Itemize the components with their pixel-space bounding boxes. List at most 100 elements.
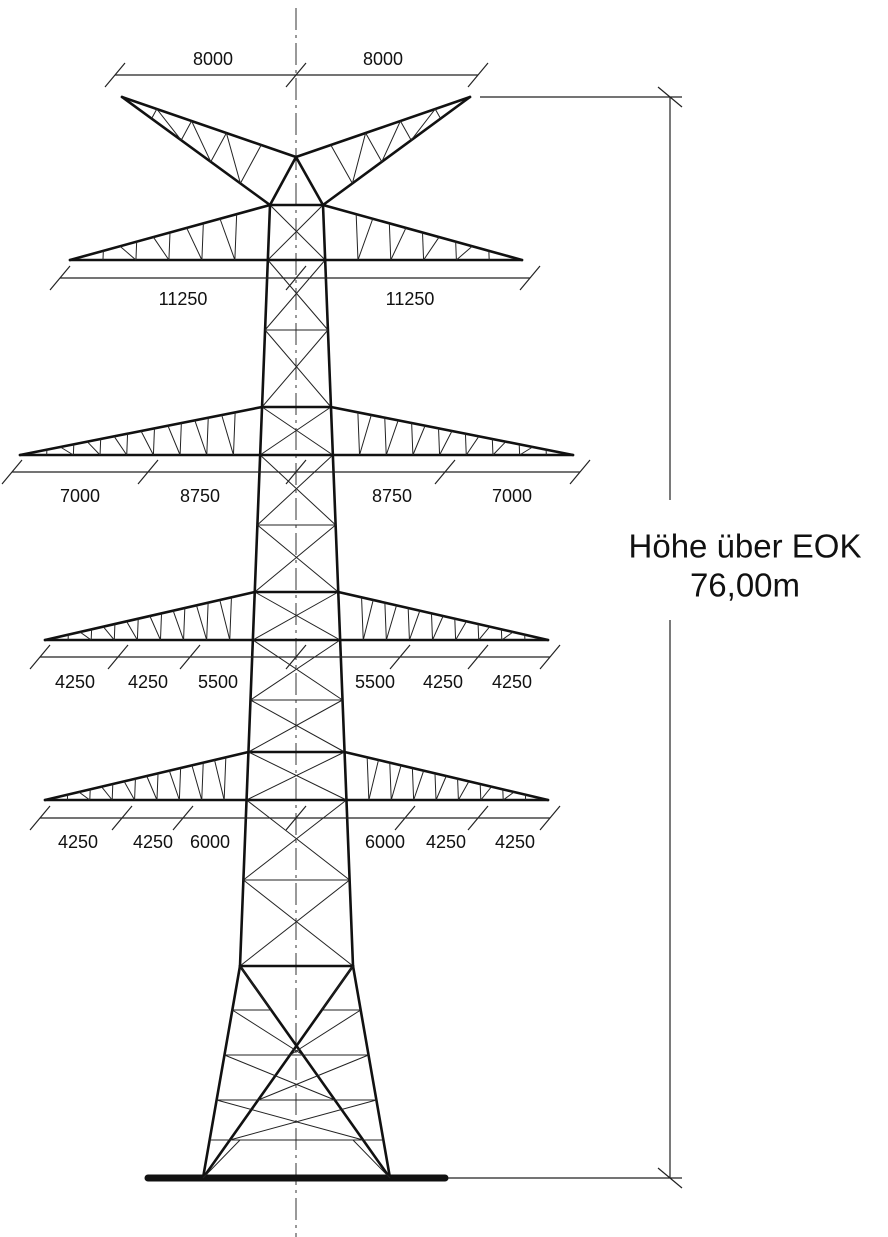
height-value: 76,00m xyxy=(690,567,800,604)
arm-diagonal xyxy=(186,227,203,261)
dimension-label: 6000 xyxy=(190,832,230,852)
arm-diagonal xyxy=(501,631,514,641)
leg-brace xyxy=(257,1054,369,1101)
brace xyxy=(257,454,334,526)
arm-vertical xyxy=(183,607,186,641)
dimension-tick xyxy=(111,805,133,831)
peak-brace xyxy=(156,108,182,141)
peak-brace xyxy=(180,120,193,141)
brace xyxy=(246,751,345,801)
peak-brace xyxy=(225,132,241,184)
body-edge xyxy=(321,203,355,968)
leg-brace xyxy=(229,1099,377,1141)
arm-diagonal xyxy=(435,775,447,801)
dimension-tick xyxy=(467,805,489,831)
dimension-label: 5500 xyxy=(355,672,395,692)
dimension-label: 8750 xyxy=(372,486,412,506)
arm-vertical xyxy=(422,232,425,261)
peak-brace xyxy=(381,120,401,163)
dimension-label: 6000 xyxy=(365,832,405,852)
arm-diagonal xyxy=(168,770,180,801)
dimension-tick xyxy=(539,805,561,831)
dimension-label: 8000 xyxy=(193,49,233,69)
arm-diagonal xyxy=(368,759,379,801)
arm-vertical xyxy=(135,241,138,261)
brace xyxy=(252,639,343,701)
dimension-tick xyxy=(285,62,307,88)
arm-diagonal xyxy=(455,621,467,641)
arm-diagonal xyxy=(492,441,507,456)
dimension-tick xyxy=(179,644,201,670)
peak-brace xyxy=(191,120,212,163)
peak xyxy=(120,95,272,207)
peak xyxy=(321,95,472,207)
dimension-label: 4250 xyxy=(426,832,466,852)
arm-diagonal xyxy=(465,436,480,456)
arm-diagonal xyxy=(359,414,372,456)
brace xyxy=(257,524,339,593)
arm-vertical xyxy=(201,762,204,801)
arm-diagonal xyxy=(412,425,426,456)
arm-diagonal xyxy=(191,765,203,801)
peak xyxy=(120,95,298,159)
brace xyxy=(252,591,339,641)
arm-vertical xyxy=(355,214,359,261)
peak xyxy=(268,155,298,207)
brace xyxy=(250,639,341,701)
dimension-label: 11250 xyxy=(159,289,208,309)
arm-vertical xyxy=(464,433,467,456)
peak-brace xyxy=(210,132,227,163)
dimension-tick xyxy=(1,459,23,485)
arm-vertical xyxy=(388,223,392,261)
arm-diagonal xyxy=(519,446,533,456)
dimension-label: 11250 xyxy=(386,289,435,309)
dimension-tick xyxy=(467,62,489,88)
arm-vertical xyxy=(411,767,415,801)
dimension-label: 7000 xyxy=(60,486,100,506)
arm-vertical xyxy=(113,623,116,641)
brace xyxy=(267,204,324,261)
arm-vertical xyxy=(434,773,437,801)
arm-vertical xyxy=(366,757,370,801)
arm-diagonal xyxy=(113,436,128,456)
arm-vertical xyxy=(156,773,159,801)
dimension-tick xyxy=(394,805,416,831)
arm-vertical xyxy=(477,623,480,641)
brace xyxy=(250,699,345,753)
arm-vertical xyxy=(152,428,155,456)
leg xyxy=(201,964,242,1180)
arm-diagonal xyxy=(362,599,374,641)
arm-diagonal xyxy=(385,420,399,456)
arm-diagonal xyxy=(457,781,470,801)
arm-diagonal xyxy=(219,599,231,641)
arm-diagonal xyxy=(480,786,492,801)
arm-vertical xyxy=(229,597,232,641)
dimension-label: 4250 xyxy=(423,672,463,692)
arm-diagonal xyxy=(357,218,374,261)
arm-vertical xyxy=(126,433,129,456)
brace xyxy=(243,879,354,967)
dimension-tick xyxy=(389,644,411,670)
arm-diagonal xyxy=(167,425,181,456)
arm-vertical xyxy=(232,412,236,456)
peak-brace xyxy=(330,144,353,184)
dimension-tick xyxy=(285,805,307,831)
peak-brace xyxy=(434,108,442,119)
leg xyxy=(351,964,392,1180)
brace xyxy=(261,329,329,408)
dimension-tick xyxy=(29,805,51,831)
brace xyxy=(267,259,329,331)
dimension-tick xyxy=(137,459,159,485)
arm-vertical xyxy=(361,597,364,641)
arm-vertical xyxy=(99,438,102,456)
dimension-label: 4250 xyxy=(55,672,95,692)
arm-vertical xyxy=(454,618,457,641)
arm-diagonal xyxy=(439,430,453,456)
peak-brace xyxy=(239,144,262,184)
arm-diagonal xyxy=(119,245,137,261)
dimension-tick xyxy=(49,265,71,291)
dimension-label: 4250 xyxy=(58,832,98,852)
arm-diagonal xyxy=(102,626,115,641)
dimension-tick xyxy=(285,265,307,291)
arm-vertical xyxy=(457,778,459,801)
